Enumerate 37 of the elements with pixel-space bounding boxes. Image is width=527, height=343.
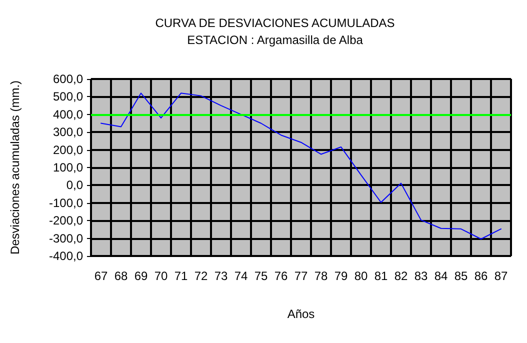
y-tick-label: 0,0: [66, 178, 84, 192]
y-tick-label: -100,0: [48, 196, 84, 210]
x-tick-label: 73: [214, 269, 228, 283]
x-tick-label: 74: [234, 269, 248, 283]
x-tick-label: 76: [274, 269, 288, 283]
y-tick-label: 600,0: [52, 72, 84, 86]
x-tick-label: 84: [434, 269, 448, 283]
chart-subtitle: ESTACION : Argamasilla de Alba: [187, 33, 364, 47]
x-tick-label: 78: [314, 269, 328, 283]
y-tick-label: 200,0: [52, 142, 84, 157]
x-tick-label: 69: [134, 269, 148, 283]
x-tick-label: 71: [174, 269, 188, 283]
x-tick-label: 72: [194, 269, 208, 283]
x-tick-label: 83: [414, 269, 428, 283]
x-tick-label: 67: [94, 269, 108, 283]
y-tick-label: -300,0: [48, 231, 84, 246]
y-axis-title: Desviaciones acumuladas (mm.): [8, 80, 22, 255]
x-tick-label: 68: [114, 269, 128, 283]
x-tick-label: 77: [294, 269, 308, 283]
x-tick-label: 87: [494, 269, 508, 283]
y-tick-label: 100,0: [52, 160, 84, 174]
x-tick-label: 86: [474, 269, 488, 283]
y-tick-label: -200,0: [48, 214, 84, 228]
x-tick-label: 82: [394, 269, 408, 283]
x-tick-label: 80: [354, 269, 368, 283]
x-tick-label: 85: [454, 269, 468, 283]
y-tick-label: -400,0: [48, 249, 84, 263]
x-tick-label: 75: [254, 269, 268, 283]
chart-title: CURVA DE DESVIACIONES ACUMULADAS: [155, 16, 395, 30]
line-series: [100, 92, 502, 240]
y-tick-label: 400,0: [52, 107, 84, 122]
y-tick-label: 500,0: [52, 90, 84, 104]
x-tick-label: 70: [154, 269, 168, 283]
x-tick-label: 81: [374, 269, 388, 283]
x-tick-label: 79: [334, 269, 348, 283]
y-tick-label: 300,0: [52, 125, 84, 140]
x-axis-title: Años: [287, 307, 315, 321]
